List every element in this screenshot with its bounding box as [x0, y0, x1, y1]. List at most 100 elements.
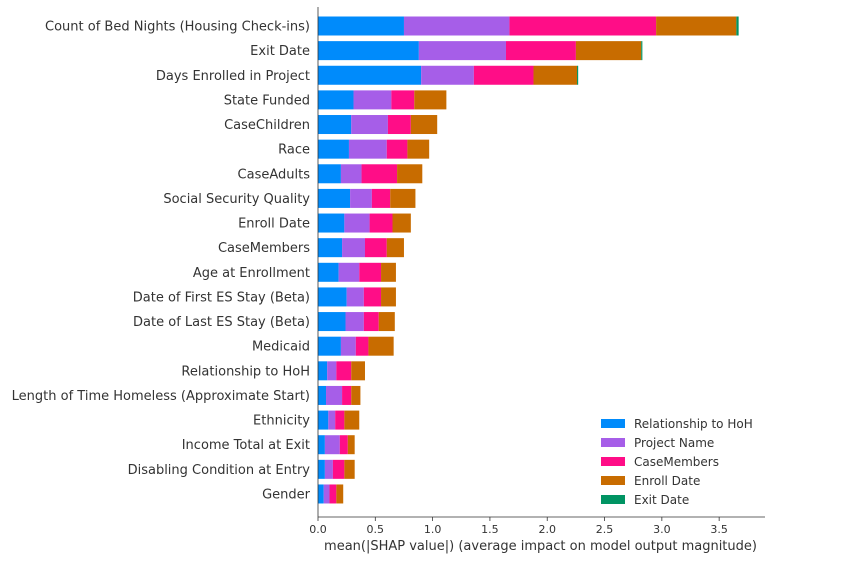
bar-segment: [351, 385, 361, 405]
bar-segment: [410, 115, 438, 135]
bar-segment: [736, 16, 739, 36]
legend-label: CaseMembers: [634, 455, 719, 469]
bar-segment: [381, 287, 396, 307]
bar-segment: [368, 336, 394, 356]
legend-label: Project Name: [634, 436, 714, 450]
y-tick-label: Date of First ES Stay (Beta): [133, 290, 310, 305]
bar-segment: [318, 262, 339, 282]
legend-label: Enroll Date: [634, 474, 700, 488]
y-tick-label: Race: [278, 143, 310, 158]
bar-segment: [340, 336, 356, 356]
bar-segment: [363, 312, 379, 332]
bar-segment: [338, 262, 360, 282]
bar-segment: [418, 41, 506, 61]
bar-segment: [318, 385, 327, 405]
x-tick-label: 2.0: [538, 523, 556, 536]
y-tick-label: Length of Time Homeless (Approximate Sta…: [12, 389, 310, 404]
bar-segment: [641, 41, 643, 61]
x-tick-label: 2.5: [596, 523, 614, 536]
bar-segment: [327, 361, 337, 381]
legend-swatch: [601, 438, 625, 447]
bar-segment: [509, 16, 657, 36]
legend-swatch: [601, 495, 625, 504]
y-tick-label: CaseMembers: [218, 241, 310, 256]
bar-segment: [318, 287, 347, 307]
bar-segment: [575, 41, 642, 61]
y-tick-label: Gender: [262, 487, 311, 502]
y-tick-label: Exit Date: [250, 44, 310, 59]
bar-segment: [355, 336, 369, 356]
bar-segment: [344, 213, 370, 233]
y-tick-label: Ethnicity: [253, 414, 310, 429]
bar-segment: [324, 435, 340, 455]
legend-swatch: [601, 457, 625, 466]
x-tick-label: 3.5: [710, 523, 728, 536]
y-tick-label: Days Enrolled in Project: [156, 69, 310, 84]
legend-label: Relationship to HoH: [634, 417, 753, 431]
bar-segment: [390, 188, 416, 208]
bar-segment: [347, 435, 355, 455]
bar-segment: [342, 385, 352, 405]
y-tick-label: Income Total at Exit: [182, 438, 310, 453]
bar-segment: [318, 459, 325, 479]
bar-segment: [363, 287, 382, 307]
bar-segment: [318, 361, 328, 381]
legend-swatch: [601, 419, 625, 428]
bar-segment: [656, 16, 737, 36]
bar-segment: [346, 287, 364, 307]
y-tick-label: Date of Last ES Stay (Beta): [133, 315, 310, 330]
bar-segment: [359, 262, 382, 282]
legend-swatch: [601, 476, 625, 485]
bar-segment: [318, 336, 341, 356]
bar-segment: [318, 41, 419, 61]
bar-segment: [353, 90, 392, 110]
x-ticks: 0.0 0.5 1.0 1.5 2.0 2.5 3.0 3.5: [309, 517, 728, 536]
y-tick-label: Social Security Quality: [163, 192, 310, 207]
y-tick-label: State Funded: [224, 93, 310, 108]
bar-segment: [350, 188, 372, 208]
bar-segment: [392, 213, 411, 233]
bar-segment: [473, 65, 534, 85]
bar-segment: [335, 410, 345, 430]
bar-segment: [345, 312, 364, 332]
bar-segment: [318, 65, 422, 85]
y-tick-label: CaseChildren: [224, 118, 310, 133]
bar-segment: [326, 385, 343, 405]
y-tick-label: Relationship to HoH: [181, 364, 310, 379]
bar-segment: [318, 484, 324, 504]
bar-segment: [342, 238, 365, 258]
bar-segment: [533, 65, 578, 85]
bar-segment: [336, 484, 344, 504]
bars-layer: [318, 16, 739, 504]
y-tick-label: Age at Enrollment: [193, 266, 310, 281]
bar-segment: [318, 435, 325, 455]
bar-segment: [329, 484, 337, 504]
bar-segment: [364, 238, 387, 258]
bar-segment: [371, 188, 391, 208]
y-tick-label: Disabling Condition at Entry: [128, 463, 311, 478]
bar-segment: [348, 139, 387, 159]
legend: Relationship to HoH Project Name CaseMembe…: [601, 417, 753, 507]
legend-label: Exit Date: [634, 493, 689, 507]
bar-segment: [577, 65, 579, 85]
bar-segment: [339, 435, 348, 455]
bar-segment: [340, 164, 362, 184]
bar-segment: [318, 139, 349, 159]
bar-segment: [336, 361, 352, 381]
bar-segment: [318, 115, 352, 135]
bar-segment: [403, 16, 510, 36]
bar-segment: [318, 312, 346, 332]
bar-segment: [407, 139, 430, 159]
y-tick-label: Medicaid: [252, 340, 310, 355]
bar-segment: [369, 213, 393, 233]
bar-segment: [318, 238, 343, 258]
bar-segment: [386, 238, 404, 258]
x-tick-label: 0.0: [309, 523, 327, 536]
x-tick-label: 0.5: [367, 523, 385, 536]
bar-segment: [318, 16, 404, 36]
bar-segment: [421, 65, 474, 85]
bar-segment: [378, 312, 395, 332]
bar-segment: [381, 262, 396, 282]
bar-segment: [391, 90, 415, 110]
